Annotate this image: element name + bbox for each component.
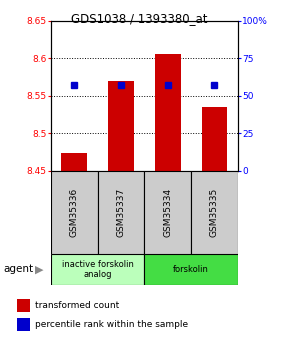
Bar <box>51 254 144 285</box>
Bar <box>51 171 97 254</box>
Bar <box>191 171 238 254</box>
Bar <box>144 171 191 254</box>
Text: GSM35334: GSM35334 <box>163 188 172 237</box>
Text: GSM35335: GSM35335 <box>210 188 219 237</box>
Text: percentile rank within the sample: percentile rank within the sample <box>35 320 188 329</box>
Bar <box>97 171 144 254</box>
Text: transformed count: transformed count <box>35 301 119 310</box>
Bar <box>144 254 238 285</box>
Text: GSM35337: GSM35337 <box>116 188 125 237</box>
Bar <box>61 153 87 171</box>
Text: GDS1038 / 1393380_at: GDS1038 / 1393380_at <box>71 12 207 25</box>
Bar <box>155 55 180 171</box>
Bar <box>202 107 227 171</box>
Text: agent: agent <box>3 265 33 274</box>
Text: GSM35336: GSM35336 <box>70 188 79 237</box>
Text: inactive forskolin
analog: inactive forskolin analog <box>61 260 133 279</box>
Text: ▶: ▶ <box>35 265 44 274</box>
Bar <box>108 81 134 171</box>
Text: forskolin: forskolin <box>173 265 209 274</box>
